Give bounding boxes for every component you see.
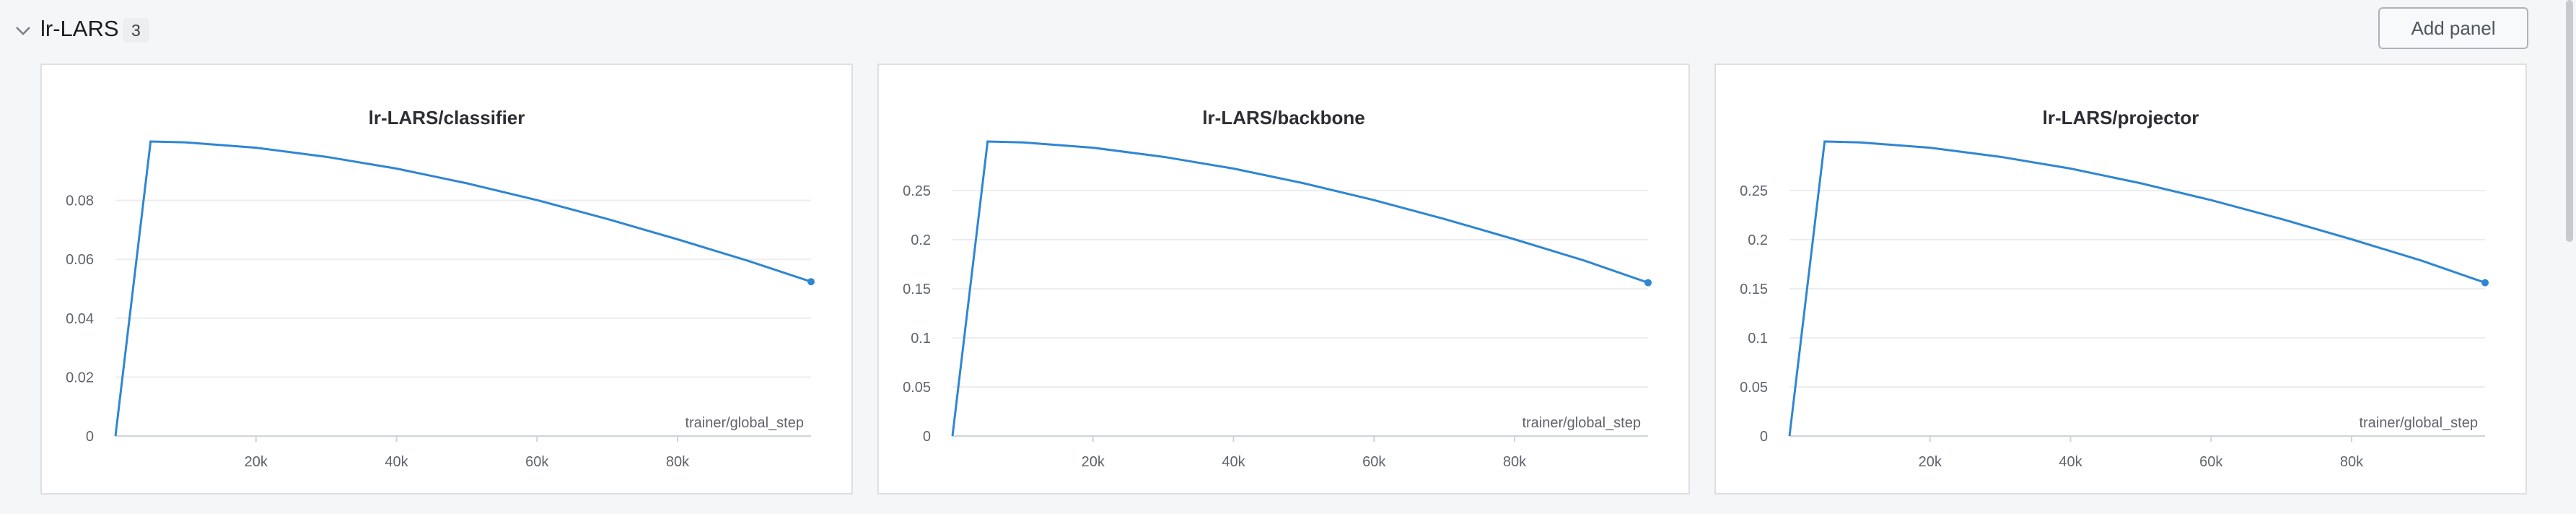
y-tick-label: 0.15 xyxy=(903,282,931,297)
x-tick-label: 80k xyxy=(666,454,690,470)
chevron-down-icon[interactable] xyxy=(13,20,33,40)
vertical-scrollbar[interactable] xyxy=(2566,0,2573,242)
y-tick-label: 0.06 xyxy=(66,252,94,268)
chart-title: lr-LARS/projector xyxy=(2043,107,2199,128)
x-tick-label: 80k xyxy=(2340,454,2364,470)
y-tick-label: 0.08 xyxy=(66,193,94,209)
y-tick-label: 0.02 xyxy=(66,370,94,386)
series-end-point[interactable] xyxy=(1644,279,1652,287)
y-tick-label: 0.05 xyxy=(1740,380,1768,396)
x-tick-label: 80k xyxy=(1503,454,1527,470)
x-axis-label: trainer/global_step xyxy=(685,415,804,431)
series-line[interactable] xyxy=(114,140,812,437)
series-line[interactable] xyxy=(1788,140,2486,437)
section-count-badge: 3 xyxy=(123,18,149,43)
chart-title: lr-LARS/classifier xyxy=(369,107,525,128)
y-tick-label: 0.15 xyxy=(1740,282,1768,297)
chart-panel-projector[interactable]: lr-LARS/projector 0 0.05 0.1 0.15 0.2 0.25 20k 4… xyxy=(1714,64,2527,495)
y-tick-label: 0.2 xyxy=(1748,232,1768,248)
x-tick-label: 60k xyxy=(2199,454,2223,470)
y-tick-label: 0.05 xyxy=(903,380,931,396)
y-tick-label: 0 xyxy=(86,429,94,445)
y-tick-label: 0.04 xyxy=(66,311,94,327)
chart-panel-backbone[interactable]: lr-LARS/backbone 0 0.05 0.1 0.15 0.2 0.25 20k 40… xyxy=(877,64,1690,495)
panel-section-header: lr-LARS 3 Add panel xyxy=(0,0,2576,62)
section-title[interactable]: lr-LARS xyxy=(40,16,119,41)
x-tick-label: 60k xyxy=(1362,454,1386,470)
chart-title: lr-LARS/backbone xyxy=(1202,107,1364,128)
y-tick-label: 0.2 xyxy=(911,232,931,248)
chart-panel-classifier[interactable]: lr-LARS/classifier 0 0.02 0.04 0.06 0.08 20k 40… xyxy=(40,64,853,495)
y-tick-label: 0.25 xyxy=(903,183,931,199)
series-end-point[interactable] xyxy=(2481,279,2489,287)
y-tick-label: 0.1 xyxy=(1748,331,1768,347)
y-tick-label: 0.25 xyxy=(1740,183,1768,199)
x-axis-label: trainer/global_step xyxy=(1522,415,1641,431)
x-axis-label: trainer/global_step xyxy=(2359,415,2478,431)
x-tick-label: 20k xyxy=(245,454,268,470)
x-tick-label: 40k xyxy=(385,454,408,470)
y-tick-label: 0.1 xyxy=(911,331,931,347)
y-tick-label: 0 xyxy=(1760,429,1768,445)
x-tick-label: 40k xyxy=(2059,454,2082,470)
x-tick-label: 40k xyxy=(1222,454,1245,470)
series-end-point[interactable] xyxy=(807,278,815,286)
x-tick-label: 20k xyxy=(1082,454,1105,470)
add-panel-button[interactable]: Add panel xyxy=(2378,7,2528,49)
series-line[interactable] xyxy=(951,140,1649,437)
chart-classifier: lr-LARS/classifier 0 0.02 0.04 0.06 0.08 20k 40… xyxy=(66,107,815,470)
chart-projector: lr-LARS/projector 0 0.05 0.1 0.15 0.2 0.25 20k 4… xyxy=(1740,107,2489,470)
x-tick-label: 20k xyxy=(1919,454,1942,470)
y-tick-label: 0 xyxy=(923,429,931,445)
x-tick-label: 60k xyxy=(525,454,549,470)
chart-backbone: lr-LARS/backbone 0 0.05 0.1 0.15 0.2 0.25 20k 40… xyxy=(903,107,1652,470)
